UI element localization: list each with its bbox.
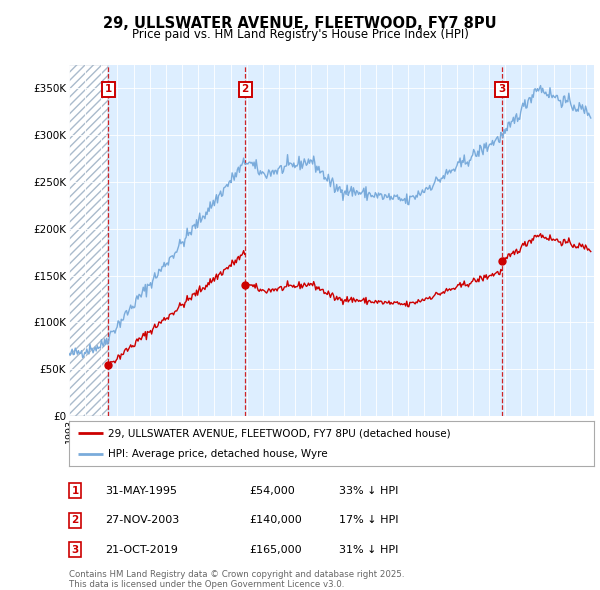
Text: 27-NOV-2003: 27-NOV-2003 xyxy=(105,516,179,525)
Text: 1: 1 xyxy=(104,84,112,94)
Text: £140,000: £140,000 xyxy=(249,516,302,525)
Bar xyxy=(69,65,108,416)
Text: 3: 3 xyxy=(71,545,79,555)
Text: 21-OCT-2019: 21-OCT-2019 xyxy=(105,545,178,555)
Text: 3: 3 xyxy=(498,84,506,94)
Text: 31-MAY-1995: 31-MAY-1995 xyxy=(105,486,177,496)
Text: HPI: Average price, detached house, Wyre: HPI: Average price, detached house, Wyre xyxy=(109,449,328,459)
Text: 2: 2 xyxy=(71,516,79,525)
Text: 29, ULLSWATER AVENUE, FLEETWOOD, FY7 8PU (detached house): 29, ULLSWATER AVENUE, FLEETWOOD, FY7 8PU… xyxy=(109,428,451,438)
Text: 2: 2 xyxy=(241,84,249,94)
Text: 33% ↓ HPI: 33% ↓ HPI xyxy=(339,486,398,496)
Text: £54,000: £54,000 xyxy=(249,486,295,496)
Text: 29, ULLSWATER AVENUE, FLEETWOOD, FY7 8PU: 29, ULLSWATER AVENUE, FLEETWOOD, FY7 8PU xyxy=(103,16,497,31)
Text: 17% ↓ HPI: 17% ↓ HPI xyxy=(339,516,398,525)
Text: Contains HM Land Registry data © Crown copyright and database right 2025.: Contains HM Land Registry data © Crown c… xyxy=(69,570,404,579)
Text: 31% ↓ HPI: 31% ↓ HPI xyxy=(339,545,398,555)
Text: £165,000: £165,000 xyxy=(249,545,302,555)
Bar xyxy=(69,65,108,416)
Text: 1: 1 xyxy=(71,486,79,496)
Text: Price paid vs. HM Land Registry's House Price Index (HPI): Price paid vs. HM Land Registry's House … xyxy=(131,28,469,41)
Text: This data is licensed under the Open Government Licence v3.0.: This data is licensed under the Open Gov… xyxy=(69,579,344,589)
